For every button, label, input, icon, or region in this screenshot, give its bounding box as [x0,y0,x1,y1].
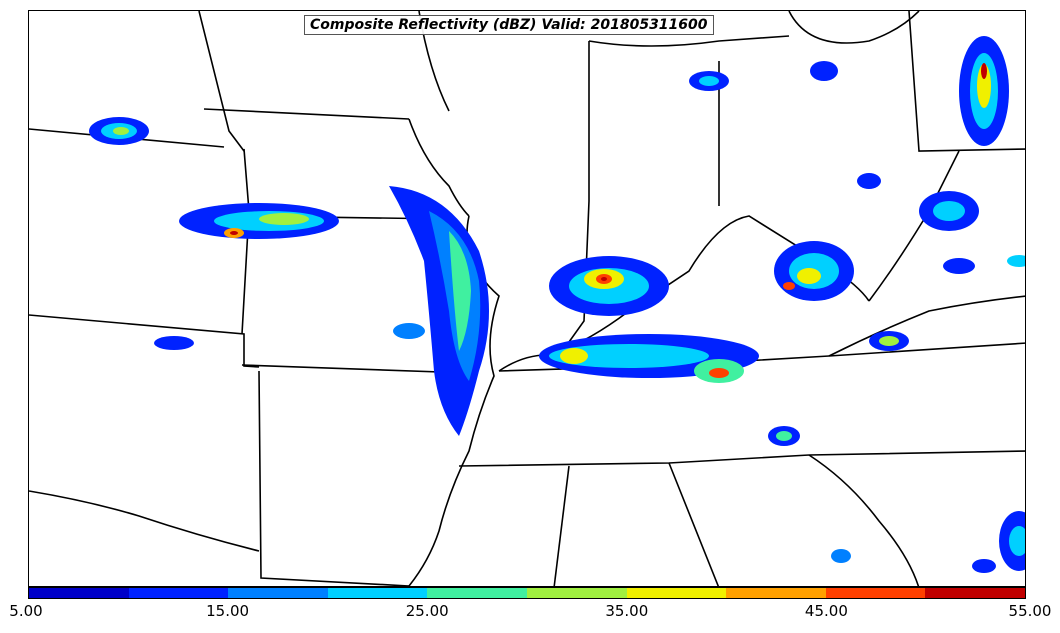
border-nc-va [828,295,1025,357]
colorbar-tick-label: 25.00 [405,602,449,620]
border-ok-tx [29,490,260,552]
colorbar-segment-8 [825,588,926,598]
border-lake [788,11,920,44]
colorbar-segment-3 [327,588,428,598]
colorbar-tick-label: 55.00 [1008,602,1052,620]
state-borders [29,11,1025,586]
colorbar-segment-6 [626,588,727,598]
colorbar-tick-label: 45.00 [804,602,848,620]
colorbar [28,587,1026,599]
border-ar-la [258,370,410,586]
border-ga-sc [808,454,920,586]
map-frame [28,10,1026,587]
colorbar-segment-4 [427,588,527,598]
border-ms-river [408,215,500,586]
map-title: Composite Reflectivity (dBZ) Valid: 2018… [304,15,714,35]
colorbar-tick-label: 15.00 [206,602,250,620]
colorbar-segment-9 [925,588,1025,598]
colorbar-segment-1 [128,588,229,598]
border-ia-mn [203,108,410,120]
colorbar-segment-5 [526,588,627,598]
border-oh-pa [908,11,1025,152]
border-al-ga [668,462,720,586]
colorbar-segment-2 [228,588,328,598]
border-mo-ar [241,364,470,374]
border-ia-il [408,118,470,217]
colorbar-segment-0 [29,588,129,598]
colorbar-tick-label: 5.00 [9,602,43,620]
border-ks-mo [241,148,250,335]
reflectivity-echoes [89,36,1025,573]
map-canvas [29,11,1025,586]
colorbar-tick-label: 35.00 [605,602,649,620]
border-tn-south [458,450,1025,467]
border-ms-al [553,465,570,586]
border-ks-ok [29,314,260,368]
border-wi-il [198,11,245,152]
border-mi-in [588,35,790,47]
colorbar-segment-7 [726,588,826,598]
